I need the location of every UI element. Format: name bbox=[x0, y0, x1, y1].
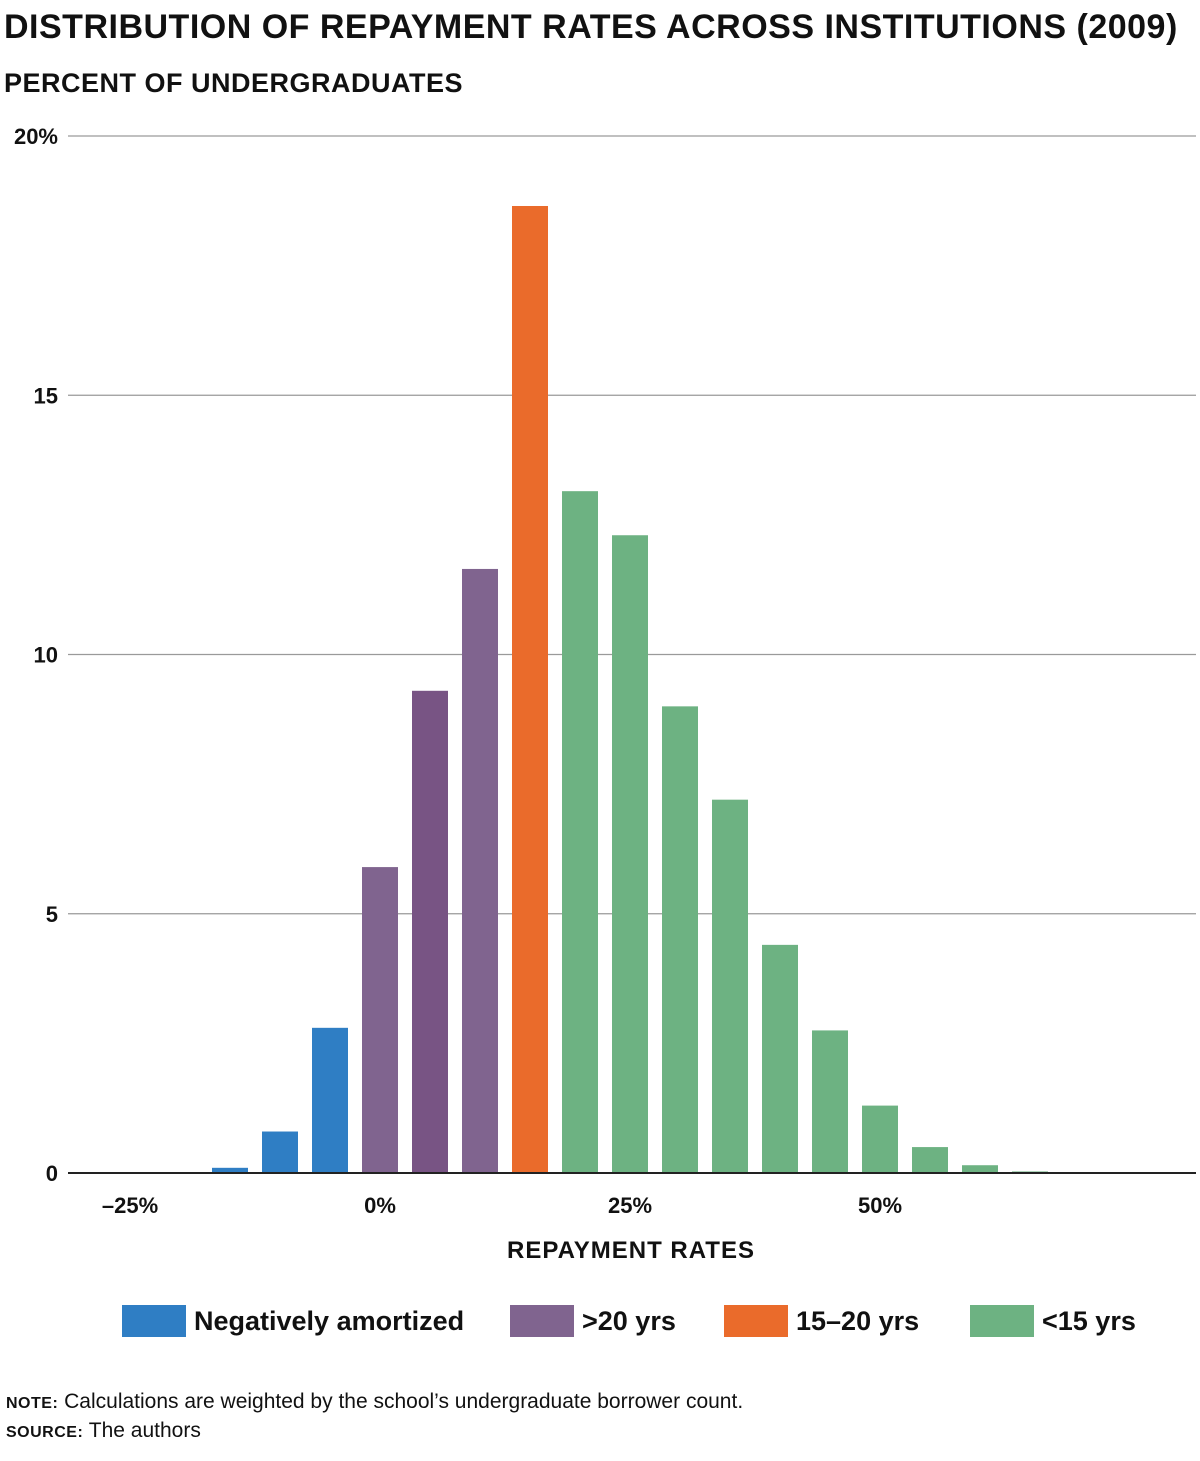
x-axis-ticks: –25% 0% 25% 50% bbox=[102, 1193, 902, 1218]
y-tick-label: 5 bbox=[46, 902, 58, 927]
legend-item-y15_20: 15–20 yrs bbox=[724, 1305, 919, 1337]
legend-swatch bbox=[122, 1305, 186, 1337]
bar bbox=[912, 1147, 948, 1173]
source-line: SOURCE: The authors bbox=[6, 1417, 743, 1446]
chart-subtitle: PERCENT OF UNDERGRADUATES bbox=[4, 68, 463, 99]
bar bbox=[812, 1030, 848, 1173]
x-tick-label: 25% bbox=[608, 1193, 652, 1218]
bar bbox=[612, 535, 648, 1173]
legend-swatch bbox=[510, 1305, 574, 1337]
bar bbox=[312, 1028, 348, 1173]
source-key: SOURCE: bbox=[6, 1424, 83, 1441]
x-tick-label: 50% bbox=[858, 1193, 902, 1218]
bar bbox=[862, 1106, 898, 1173]
bar bbox=[262, 1132, 298, 1173]
legend-item-neg: Negatively amortized bbox=[122, 1305, 464, 1337]
bars bbox=[212, 206, 1048, 1173]
legend-item-lt15: <15 yrs bbox=[970, 1305, 1136, 1337]
legend: Negatively amortized >20 yrs 15–20 yrs <15 … bbox=[0, 1305, 1200, 1345]
bar-chart: 0 5 10 15 20% –25% 0% 25% 50% REPAYMENT RATES bbox=[0, 110, 1200, 1270]
x-axis-label: REPAYMENT RATES bbox=[507, 1237, 755, 1264]
note-line: NOTE: Calculations are weighted by the s… bbox=[6, 1388, 743, 1417]
bar bbox=[362, 867, 398, 1173]
source-text: The authors bbox=[89, 1419, 201, 1442]
y-axis-ticks: 0 5 10 15 20% bbox=[14, 124, 58, 1186]
y-tick-label: 0 bbox=[46, 1161, 58, 1186]
y-tick-label: 10 bbox=[34, 643, 58, 668]
bar bbox=[512, 206, 548, 1173]
x-tick-label: –25% bbox=[102, 1193, 158, 1218]
legend-label: >20 yrs bbox=[582, 1306, 676, 1337]
notes: NOTE: Calculations are weighted by the s… bbox=[6, 1388, 743, 1446]
legend-label: Negatively amortized bbox=[194, 1306, 464, 1337]
chart-title: DISTRIBUTION OF REPAYMENT RATES ACROSS I… bbox=[4, 8, 1178, 47]
bar bbox=[662, 706, 698, 1173]
legend-item-gt20: >20 yrs bbox=[510, 1305, 676, 1337]
legend-label: 15–20 yrs bbox=[796, 1306, 919, 1337]
note-text: Calculations are weighted by the school’… bbox=[64, 1390, 743, 1413]
bar bbox=[562, 491, 598, 1173]
bar bbox=[762, 945, 798, 1173]
legend-swatch bbox=[970, 1305, 1034, 1337]
bar bbox=[462, 569, 498, 1173]
bar bbox=[962, 1165, 998, 1173]
bar bbox=[712, 800, 748, 1173]
x-tick-label: 0% bbox=[364, 1193, 396, 1218]
y-tick-label: 15 bbox=[34, 383, 58, 408]
legend-label: <15 yrs bbox=[1042, 1306, 1136, 1337]
y-tick-label: 20% bbox=[14, 124, 58, 149]
bar bbox=[412, 691, 448, 1173]
legend-swatch bbox=[724, 1305, 788, 1337]
note-key: NOTE: bbox=[6, 1395, 58, 1412]
